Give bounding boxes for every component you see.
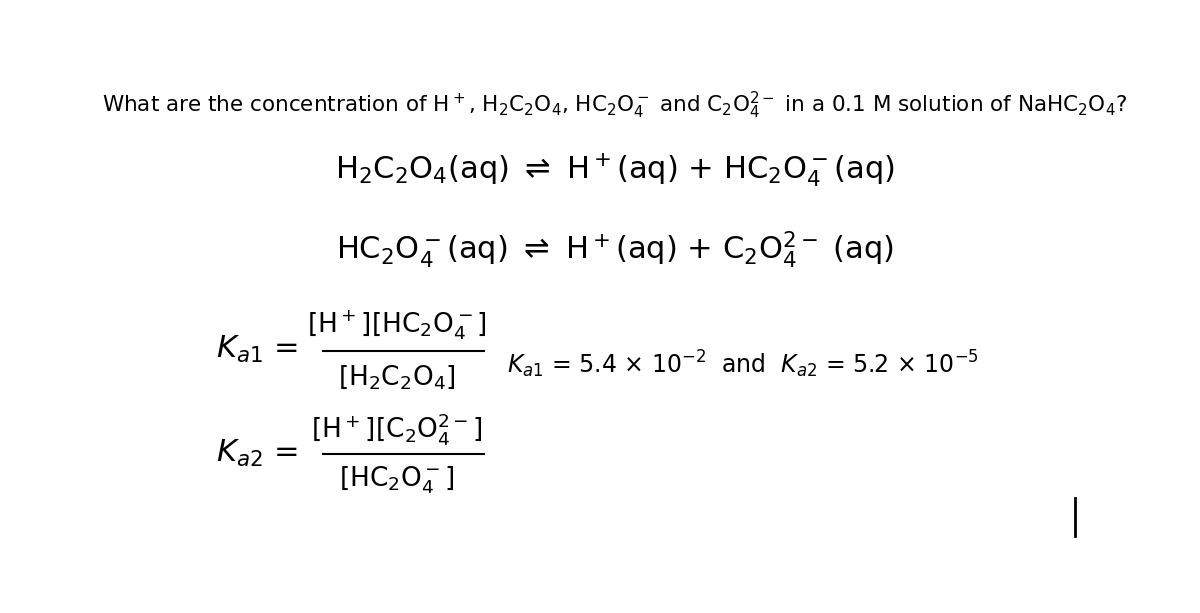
Text: $[\mathrm{H^+}][\mathrm{HC_2O_4^-}]$: $[\mathrm{H^+}][\mathrm{HC_2O_4^-}]$	[306, 308, 486, 341]
Text: $K_{a1}$ =: $K_{a1}$ =	[216, 334, 298, 365]
Text: What are the concentration of H$^+$, H$_2$C$_2$O$_4$, HC$_2$O$_4^-$ and C$_2$O$_: What are the concentration of H$^+$, H$_…	[102, 90, 1128, 121]
Text: $[\mathrm{H^+}][\mathrm{C_2O_4^{2-}}]$: $[\mathrm{H^+}][\mathrm{C_2O_4^{2-}}]$	[311, 411, 482, 446]
Text: $[\mathrm{H_2C_2O_4}]$: $[\mathrm{H_2C_2O_4}]$	[337, 363, 455, 390]
Text: HC$_2$O$_4^-$(aq) $\rightleftharpoons$ H$^+$(aq) + C$_2$O$_4^{2-}$ (aq): HC$_2$O$_4^-$(aq) $\rightleftharpoons$ H…	[336, 229, 894, 270]
Text: $K_{a2}$ =: $K_{a2}$ =	[216, 438, 298, 469]
Text: $[\mathrm{HC_2O_4^-}]$: $[\mathrm{HC_2O_4^-}]$	[338, 465, 455, 496]
Text: $K_{a1}$ = 5.4 × 10$^{-2}$  and  $K_{a2}$ = 5.2 × 10$^{-5}$: $K_{a1}$ = 5.4 × 10$^{-2}$ and $K_{a2}$ …	[508, 348, 979, 379]
Text: H$_2$C$_2$O$_4$(aq) $\rightleftharpoons$ H$^+$(aq) + HC$_2$O$_4^-$(aq): H$_2$C$_2$O$_4$(aq) $\rightleftharpoons$…	[335, 151, 895, 189]
